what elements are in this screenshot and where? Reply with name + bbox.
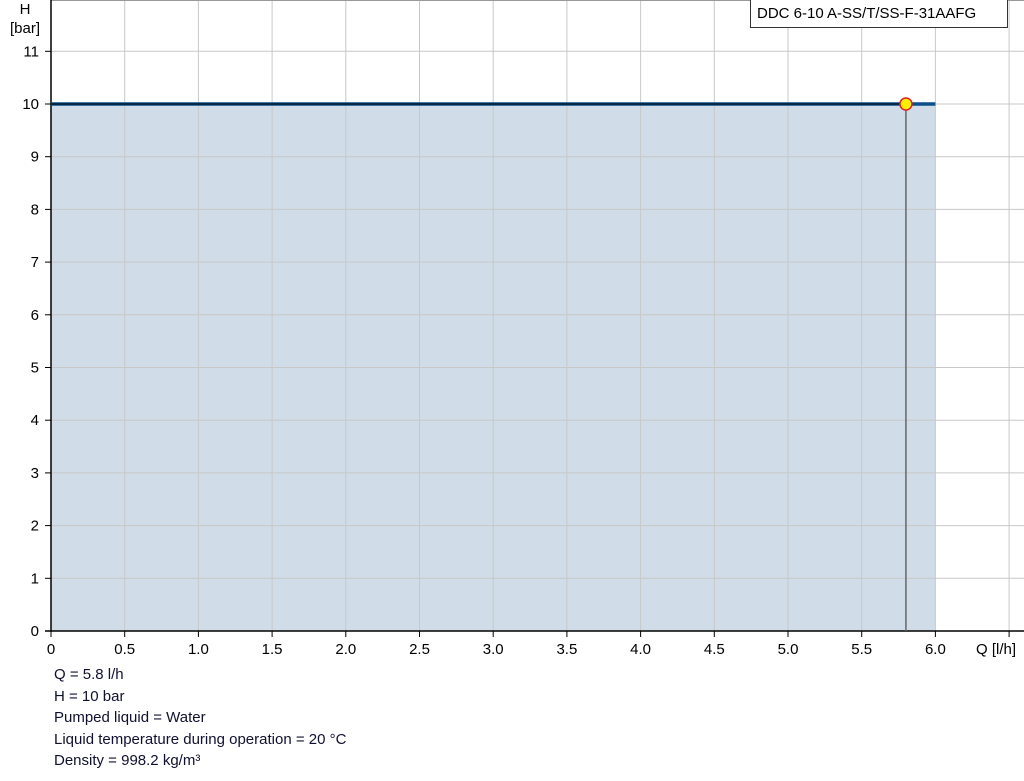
x-tick-label: 1.0 (188, 641, 209, 658)
y-tick-label: 1 (31, 570, 39, 587)
x-tick-label: 5.5 (851, 641, 872, 658)
x-tick-label: 2.5 (409, 641, 430, 658)
y-tick-label: 5 (31, 360, 39, 377)
legend-box: DDC 6-10 A-SS/T/SS-F-31AAFG (750, 0, 1008, 28)
x-axis-label: Q [l/h] (976, 641, 1016, 658)
y-tick-label: 4 (31, 412, 39, 429)
legend-label: DDC 6-10 A-SS/T/SS-F-31AAFG (757, 5, 977, 22)
x-tick-label: 0.5 (114, 641, 135, 658)
y-tick-label: 7 (31, 254, 39, 271)
x-tick-label: 4.0 (630, 641, 651, 658)
x-tick-label: 2.0 (335, 641, 356, 658)
x-tick-label: 1.5 (262, 641, 283, 658)
y-tick-label: 10 (22, 96, 39, 113)
info-temperature: Liquid temperature during operation = 20… (54, 730, 347, 748)
y-axis-label-unit: [bar] (10, 20, 40, 37)
y-tick-label: 2 (31, 518, 39, 535)
y-tick-label: 8 (31, 201, 39, 218)
info-head: H = 10 bar (54, 687, 125, 705)
y-tick-label: 0 (31, 623, 39, 640)
operating-info: Q = 5.8 l/h H = 10 bar Pumped liquid = W… (54, 664, 346, 772)
y-axis-label-quantity: H (20, 1, 31, 18)
y-tick-label: 11 (23, 43, 39, 60)
y-tick-label: 3 (31, 465, 39, 482)
info-density: Density = 998.2 kg/m³ (54, 752, 201, 769)
y-tick-label: 6 (31, 307, 39, 324)
y-tick-label: 9 (31, 149, 39, 166)
x-tick-label: 3.5 (556, 641, 577, 658)
operating-point-marker (899, 97, 913, 111)
info-flow: Q = 5.8 l/h (54, 666, 124, 683)
x-tick-label: 0 (47, 641, 55, 658)
x-tick-label: 6.0 (925, 641, 946, 658)
x-tick-label: 4.5 (704, 641, 725, 658)
info-liquid: Pumped liquid = Water (54, 709, 206, 726)
x-tick-label: 5.0 (778, 641, 799, 658)
x-tick-label: 3.0 (483, 641, 504, 658)
